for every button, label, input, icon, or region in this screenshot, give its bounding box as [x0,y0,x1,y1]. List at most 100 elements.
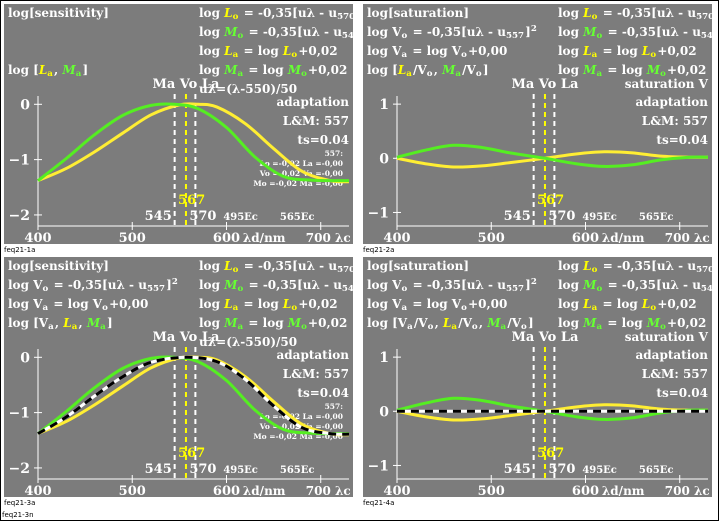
text-sub: a [401,50,407,60]
text-run: L [223,44,232,58]
text-run: log V [367,297,402,311]
text-sub: o [660,322,666,332]
y-tick-label: −1 [368,205,389,221]
x-axis-label: λd/nm [602,231,645,244]
adaptation-text: adaptation [636,95,709,109]
text-run: L [582,259,591,273]
text-run: λ - u [116,278,147,292]
adaptation-text: L&M: 557 [642,367,708,381]
peak-names: Ma Vo La [152,330,220,345]
text-run: M [582,316,597,330]
x-tick-label: 400 [24,231,51,244]
y-tick-label: −2 [9,208,30,224]
subtitle-line: log [La , Ma ] [8,63,88,79]
text-run: = -0,35[u [240,6,307,20]
text-run: log V [367,278,402,292]
offset-table-row: 557: [325,149,344,158]
text-sub: 545 [342,284,353,294]
chart-saturation-2: log[saturation] log Vo = -0,35[uλ - u557 … [363,4,712,244]
peak-label: 545 [504,462,531,477]
formula-line: log Lo = -0,35[uλ - u570 ]2 [558,5,712,22]
text-sub: 545 [701,284,712,294]
y-tick-label: −1 [9,153,30,169]
formula-line: log Mo = -0,35[uλ - u545 ]2 [199,277,353,294]
series-line-M_a/V_o [396,143,709,168]
text-run: +0,00 [109,297,148,311]
text-run: log [199,25,224,39]
text-run: M [582,63,597,77]
ec-label: 495Ec [223,212,258,223]
text-run: +0,02 [657,297,696,311]
panel-feq21-1a: log[sensitivity] log [La , Ma ] log Lo = -… [4,4,353,244]
x-axis-label-extra: 700 λc [665,231,710,244]
text-run: +0,02 [308,316,347,330]
text-sup: 2 [531,24,537,34]
x-tick-label: 500 [478,484,505,497]
ec-label: 565Ec [280,465,315,476]
text-run: ] [525,25,531,39]
text-run: = log [244,63,288,77]
y-axis-title: log[sensitivity] [8,6,109,20]
panel-label-2a: feq21-2a [363,246,395,254]
x-tick-label: 500 [478,231,505,244]
adaptation-text: ts=0.04 [297,386,349,400]
offset-table-row: Lo =-0,02 La =-0,00 [259,159,343,168]
text-sub: o [472,322,478,332]
adaptation-text: adaptation [636,348,709,362]
text-run: M [582,278,597,292]
x-axis-label-extra: 700 λc [306,231,351,244]
text-run: ] [107,316,113,330]
text-run: L [223,297,232,311]
text-sub: 570 [337,12,353,22]
text-run: +0,02 [657,44,696,58]
text-run: = -0,35[u [244,278,311,292]
text-run: , [55,316,63,330]
text-sub: a [76,69,82,79]
y-axis-title: log[sensitivity] [8,259,109,273]
peak-label: 567 [178,193,205,208]
panel-background [4,257,353,497]
peak-names: Ma Vo La [511,77,579,92]
x-tick-label: 400 [383,231,410,244]
text-run: λ=(λ-550)/50 [208,335,297,349]
formula-line: uλ=(λ-550)/50 [199,335,297,349]
chart-saturation-4: log[saturation] log Vo = -0,35[uλ - u557 … [363,257,712,497]
text-sub: o [660,69,666,79]
text-run: = -0,35[u [240,259,307,273]
text-run: = log [603,63,647,77]
text-run: , [434,63,442,77]
text-run: L [62,316,71,330]
text-run [178,278,179,292]
text-sub: a [407,322,413,332]
y-tick-label: 0 [379,404,389,420]
text-sub: o [233,12,239,22]
text-run: M [287,63,302,77]
peak-label: 570 [548,462,575,477]
text-run: λ - u [475,25,506,39]
text-run: , [435,316,443,330]
text-sub: a [48,322,54,332]
formula-line: log La = log Lo +0,02 [558,297,697,313]
text-run: log [199,316,224,330]
figure-caption: feq21-3n [2,511,34,519]
text-sub: o [291,50,297,60]
text-run: log [V [8,316,49,330]
text-run: L [582,6,591,20]
text-run: = log V [408,44,462,58]
text-run: = log V [49,297,103,311]
x-tick-label: 400 [24,484,51,497]
y-tick-label: −2 [9,461,30,477]
series-line-M_a [37,102,350,183]
formula-line: log Lo = -0,35[uλ - u570 ]2 [199,258,353,275]
text-run: L [223,259,232,273]
text-run: , [54,63,62,77]
text-run: log [558,6,583,20]
text-sub: o [592,265,598,275]
text-sub: a [592,303,598,313]
text-sub: 557 [147,284,165,294]
text-sup: 2 [531,277,537,287]
text-sub: 570 [337,265,353,275]
text-run: M [223,278,238,292]
text-run: ] [483,63,489,77]
text-run: λ - u [307,6,338,20]
